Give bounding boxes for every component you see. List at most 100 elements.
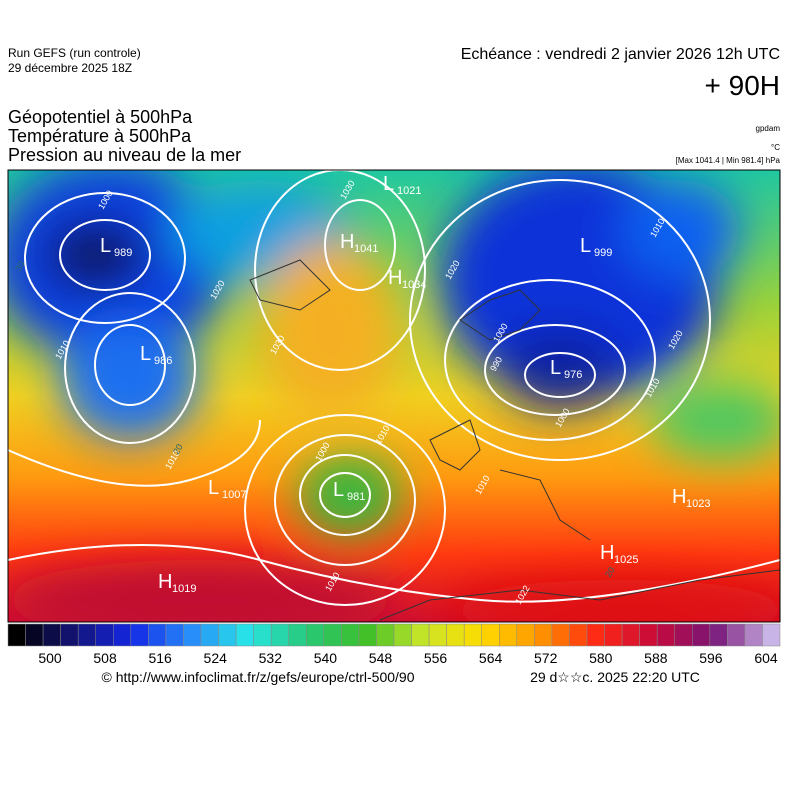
valid-time: Echéance : vendredi 2 janvier 2026 12h U… (460, 46, 780, 63)
system-value: 981 (347, 491, 365, 503)
timestamp: 29 d☆☆c. 2025 22:20 UTC (530, 669, 700, 685)
color-swatch (499, 623, 518, 647)
color-swatch (604, 623, 623, 647)
contour-label: 20 (603, 565, 617, 579)
color-swatch (639, 623, 658, 647)
color-swatch (7, 623, 26, 647)
colorbar-label: 564 (479, 650, 503, 666)
unit-pressure: [Max 1041.4 | Min 981.4] hPa (675, 156, 780, 165)
color-swatch (709, 623, 728, 647)
colorbar-label: 500 (38, 650, 62, 666)
color-swatch (60, 623, 79, 647)
colorbar-label: 588 (644, 650, 668, 666)
color-swatch (288, 623, 307, 647)
map-frame (7, 169, 781, 623)
unit-temperature: °C (771, 143, 780, 152)
color-swatch (306, 623, 325, 647)
system-letter: L (208, 477, 219, 499)
system-letter: L (100, 235, 111, 257)
system-value: 1023 (686, 498, 710, 510)
color-swatch (727, 623, 746, 647)
system-letter: H (158, 571, 172, 593)
system-value: 976 (564, 369, 582, 381)
colorbar-label: 540 (314, 650, 338, 666)
color-swatch (744, 623, 763, 647)
system-letter: L (550, 357, 561, 379)
color-swatch (253, 623, 272, 647)
system-letter: L (383, 173, 394, 195)
title-1: Géopotentiel à 500hPa (8, 107, 193, 127)
colorbar-label: 580 (589, 650, 613, 666)
color-swatch (463, 623, 482, 647)
colorbar: 500 508 516 524 532 540 548 556 564 572 580 588 596 6… (7, 623, 781, 666)
title-2: Température à 500hPa (8, 126, 192, 146)
system-value: 999 (594, 247, 612, 259)
color-swatch (42, 623, 61, 647)
lead-time: + 90H (704, 70, 781, 101)
color-swatch (656, 623, 675, 647)
colorbar-label: 596 (699, 650, 723, 666)
colorbar-label: 524 (204, 650, 228, 666)
color-swatch (200, 623, 219, 647)
contour-label: 30 (13, 259, 27, 273)
color-swatch (481, 623, 500, 647)
color-swatch (534, 623, 553, 647)
map-field (8, 170, 780, 622)
system-value: 1007 (222, 489, 246, 501)
system-value: 1034 (402, 279, 426, 291)
color-swatch (323, 623, 342, 647)
unit-geopotential: gpdam (755, 124, 780, 133)
color-swatch (148, 623, 167, 647)
colorbar-label: 516 (148, 650, 172, 666)
color-swatch (376, 623, 395, 647)
system-letter: L (580, 235, 591, 257)
color-swatch (183, 623, 202, 647)
run-date: 29 décembre 2025 18Z (8, 61, 133, 75)
color-swatch (358, 623, 377, 647)
color-swatch (341, 623, 360, 647)
system-value: 1021 (397, 185, 421, 197)
contour-label: 20 (171, 442, 185, 456)
color-swatch (516, 623, 535, 647)
system-value: 1019 (172, 583, 196, 595)
colorbar-label: 508 (93, 650, 117, 666)
color-swatch (165, 623, 184, 647)
system-letter: H (388, 267, 402, 289)
color-swatch (77, 623, 96, 647)
color-swatch (218, 623, 237, 647)
color-swatch (95, 623, 114, 647)
color-swatch (692, 623, 711, 647)
colorbar-label: 556 (424, 650, 448, 666)
color-swatch (551, 623, 570, 647)
run-name: Run GEFS (run controle) (8, 46, 141, 60)
color-swatch (586, 623, 605, 647)
color-swatch (113, 623, 132, 647)
colorbar-label: 548 (369, 650, 393, 666)
color-swatch (411, 623, 430, 647)
system-letter: L (333, 479, 344, 501)
system-letter: H (672, 486, 686, 508)
system-value: 1041 (354, 243, 378, 255)
system-value: 989 (114, 247, 132, 259)
color-swatch (130, 623, 149, 647)
system-value: 986 (154, 355, 172, 367)
system-letter: H (340, 231, 354, 253)
color-swatch (270, 623, 289, 647)
color-swatch (428, 623, 447, 647)
color-swatch (762, 623, 781, 647)
source-url: © http://www.infoclimat.fr/z/gefs/europe… (101, 669, 414, 685)
system-value: 1025 (614, 554, 638, 566)
color-swatch (569, 623, 588, 647)
colorbar-label: 572 (534, 650, 558, 666)
color-swatch (621, 623, 640, 647)
color-swatch (446, 623, 465, 647)
title-3: Pression au niveau de la mer (8, 145, 242, 165)
color-swatch (393, 623, 412, 647)
color-swatch (235, 623, 254, 647)
system-letter: L (140, 343, 151, 365)
color-swatch (674, 623, 693, 647)
colorbar-label: 532 (259, 650, 283, 666)
color-swatch (25, 623, 44, 647)
